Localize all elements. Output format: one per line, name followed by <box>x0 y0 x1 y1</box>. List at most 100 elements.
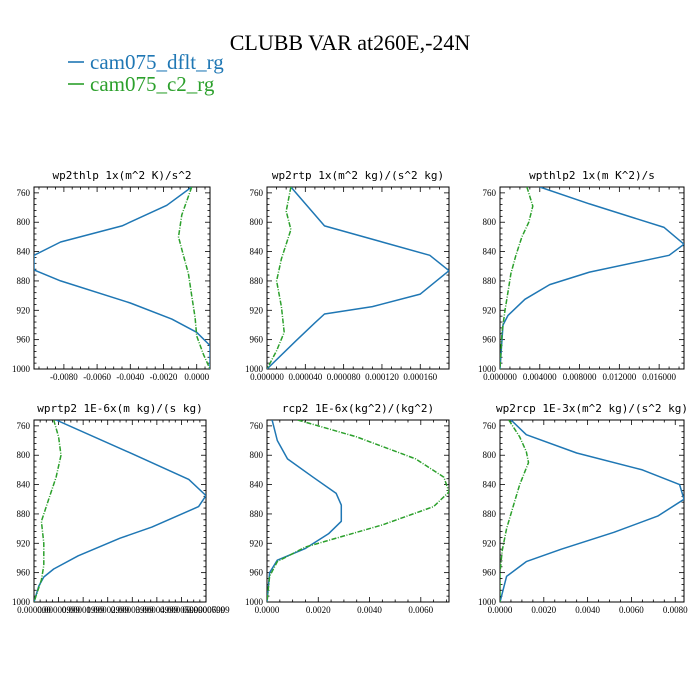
x-tick-label: 0.00005999 <box>160 605 203 615</box>
panel-3: wpthlp2 1x(m K^2)/s 760 800 840 880 920 960 100… <box>478 169 685 382</box>
y-tick-label: 840 <box>483 480 497 490</box>
y-tick-label: 800 <box>250 217 264 227</box>
y-tick-label: 880 <box>250 509 264 519</box>
x-tick-label: 0.000000 <box>250 372 284 382</box>
x-tick-label: 0.000000 <box>17 605 51 615</box>
series-line-c2 <box>500 420 530 602</box>
x-tick-label: 0.0020 <box>531 605 556 615</box>
x-tick-label: 0.0060 <box>619 605 644 615</box>
x-tick-label: 0.0080 <box>663 605 688 615</box>
panel-4: wprtp2 1E-6x(m kg)/(s kg) 760 800 840 880 920… <box>12 402 230 615</box>
series-group <box>267 187 449 369</box>
series-line-c2 <box>267 187 292 369</box>
x-tick-label: -0.0040 <box>116 372 144 382</box>
series-group <box>500 187 684 369</box>
plot-frame <box>499 419 685 603</box>
panel-title: rcp2 1E-6x(kg^2)/(kg^2) <box>282 402 434 415</box>
y-tick-label: 800 <box>483 450 497 460</box>
y-tick-label: 800 <box>483 217 497 227</box>
series-line-dflt <box>34 187 210 369</box>
x-tick-label: 0.00000999 <box>37 605 80 615</box>
y-tick-label: 1000 <box>478 364 497 374</box>
x-tick-label: 0.000080 <box>327 372 361 382</box>
y-tick-label: 880 <box>17 276 31 286</box>
figure-title: CLUBB VAR at260E,-24N <box>230 30 471 55</box>
y-tick-label: 840 <box>250 247 264 257</box>
y-tick-label: 880 <box>483 509 497 519</box>
y-tick-label: 1000 <box>245 364 264 374</box>
panel-2: wp2rtp 1x(m^2 kg)/(s^2 kg) 760 800 840 880 92… <box>245 169 450 382</box>
plot-frame <box>266 419 450 603</box>
x-tick-label: 0.00002999 <box>86 605 129 615</box>
series-line-dflt <box>500 187 684 369</box>
y-tick-label: 1000 <box>12 364 31 374</box>
y-tick-label: 960 <box>483 335 497 345</box>
series-line-c2 <box>177 187 210 369</box>
legend-label-dflt: cam075_dflt_rg <box>90 50 224 74</box>
y-tick-label: 920 <box>17 538 31 548</box>
legend: cam075_dflt_rg cam075_c2_rg <box>68 50 224 96</box>
panel-title: wp2rtp 1x(m^2 kg)/(s^2 kg) <box>272 169 444 182</box>
series-group <box>34 420 206 602</box>
x-tick-label: 0.0040 <box>575 605 600 615</box>
x-tick-label: 0.008000 <box>563 372 597 382</box>
y-tick-label: 800 <box>17 217 31 227</box>
y-tick-label: 840 <box>483 247 497 257</box>
y-tick-label: 800 <box>17 450 31 460</box>
panel-title: wprtp2 1E-6x(m kg)/(s kg) <box>37 402 203 415</box>
x-tick-label: 0.0040 <box>357 605 382 615</box>
series-line-dflt <box>34 420 206 602</box>
x-tick-label: 0.004000 <box>523 372 557 382</box>
x-tick-label: 0.000120 <box>365 372 399 382</box>
series-line-c2 <box>267 420 449 602</box>
series-line-c2 <box>500 187 534 369</box>
panels: wp2thlp 1x(m^2 K)/s^2 760 800 840 880 920 960 1… <box>12 169 688 615</box>
y-tick-label: 960 <box>250 568 264 578</box>
x-tick-label: 0.016000 <box>642 372 676 382</box>
x-tick-label: 0.0000700 <box>187 605 226 615</box>
plot-frame <box>33 186 211 370</box>
y-tick-label: 760 <box>483 188 497 198</box>
series-group <box>500 420 684 602</box>
x-tick-label: 0.0000 <box>184 372 209 382</box>
x-tick-label: 0.0000 <box>255 605 280 615</box>
plot-frame <box>499 186 685 370</box>
panel-title: wp2rcp 1E-3x(m^2 kg)/(s^2 kg) <box>496 402 688 415</box>
x-tick-label: 0.0020 <box>306 605 331 615</box>
x-tick-label: 0.00004999 <box>135 605 178 615</box>
y-tick-label: 880 <box>483 276 497 286</box>
panel-title: wp2thlp 1x(m^2 K)/s^2 <box>52 169 191 182</box>
series-line-dflt <box>267 420 343 602</box>
plot-frame <box>266 186 450 370</box>
y-tick-label: 1000 <box>478 597 497 607</box>
y-tick-label: 880 <box>17 509 31 519</box>
series-group <box>34 187 210 369</box>
panel-5: rcp2 1E-6x(kg^2)/(kg^2) 760 800 840 880 920 96… <box>245 402 450 615</box>
series-line-c2 <box>34 420 62 602</box>
y-tick-label: 920 <box>483 305 497 315</box>
x-tick-label: 0.0060 <box>408 605 433 615</box>
y-tick-label: 920 <box>483 538 497 548</box>
y-tick-label: 960 <box>250 335 264 345</box>
y-tick-label: 1000 <box>245 597 264 607</box>
y-tick-label: 840 <box>17 247 31 257</box>
series-line-dflt <box>500 420 684 602</box>
panel-6: wp2rcp 1E-3x(m^2 kg)/(s^2 kg) 760 800 840 88… <box>478 402 688 615</box>
x-tick-label: 0.000040 <box>288 372 322 382</box>
x-tick-label: -0.0060 <box>83 372 111 382</box>
y-tick-label: 840 <box>250 480 264 490</box>
y-tick-label: 760 <box>250 421 264 431</box>
y-tick-label: 960 <box>17 335 31 345</box>
x-tick-label: 0.000006999 <box>182 605 230 615</box>
x-tick-label: 0.000000 <box>483 372 517 382</box>
y-tick-label: 960 <box>17 568 31 578</box>
y-tick-label: 760 <box>17 421 31 431</box>
y-tick-label: 840 <box>17 480 31 490</box>
y-tick-label: 920 <box>250 538 264 548</box>
y-tick-label: 760 <box>250 188 264 198</box>
x-tick-label: 0.00003999 <box>111 605 154 615</box>
y-tick-label: 960 <box>483 568 497 578</box>
y-tick-label: 880 <box>250 276 264 286</box>
panel-1: wp2thlp 1x(m^2 K)/s^2 760 800 840 880 920 960 1… <box>12 169 211 382</box>
